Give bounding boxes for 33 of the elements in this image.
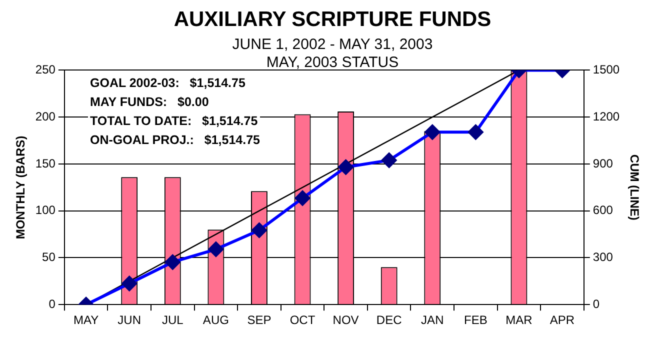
x-tick-label: JUN — [118, 313, 142, 328]
x-tick-label: APR — [550, 313, 575, 328]
x-tick-label: OCT — [290, 313, 316, 328]
chart-title: AUXILIARY SCRIPTURE FUNDS — [172, 8, 492, 32]
x-tick-label: MAY — [74, 313, 99, 328]
y-axis-title: MONTHLY (BARS) — [14, 136, 28, 240]
y-tick-label: 50 — [42, 250, 56, 264]
y2-tick-label: 900 — [592, 156, 614, 170]
y2-tick-label: 0 — [592, 296, 600, 311]
y-tick-label: 150 — [35, 156, 56, 170]
annotation: MAY FUNDS: $0.00 — [88, 93, 211, 112]
y-tick-label: 250 — [35, 62, 56, 77]
y-tick-label: 200 — [35, 109, 56, 124]
annotation: ON-GOAL PROJ.: $1,514.75 — [88, 131, 262, 150]
y2-tick-label: 1200 — [592, 109, 620, 124]
x-tick-label: AUG — [202, 313, 229, 328]
x-tick-label: JUL — [162, 313, 184, 328]
chart-subtitle: JUNE 1, 2002 - MAY 31, 2003 — [231, 36, 434, 53]
annotation: TOTAL TO DATE: $1,514.75 — [88, 112, 260, 131]
y2-tick-label: 1500 — [592, 62, 620, 77]
annotation: MAY, 2003 STATUS — [266, 54, 399, 71]
x-tick-label: SEP — [247, 313, 272, 328]
x-tick-label: FEB — [464, 313, 488, 328]
x-tick-label: DEC — [376, 313, 402, 328]
y2-tick-label: 300 — [592, 250, 614, 264]
y2-axis-title: CUM (LINE) — [627, 154, 642, 220]
x-tick-label: NOV — [332, 313, 359, 328]
annotation: GOAL 2002-03: $1,514.75 — [88, 74, 248, 93]
y-tick-label: 100 — [35, 203, 56, 218]
x-tick-label: JAN — [421, 313, 444, 328]
x-tick-label: MAR — [506, 313, 533, 328]
y2-tick-label: 600 — [592, 203, 614, 218]
y-tick-label: 0 — [48, 296, 56, 311]
